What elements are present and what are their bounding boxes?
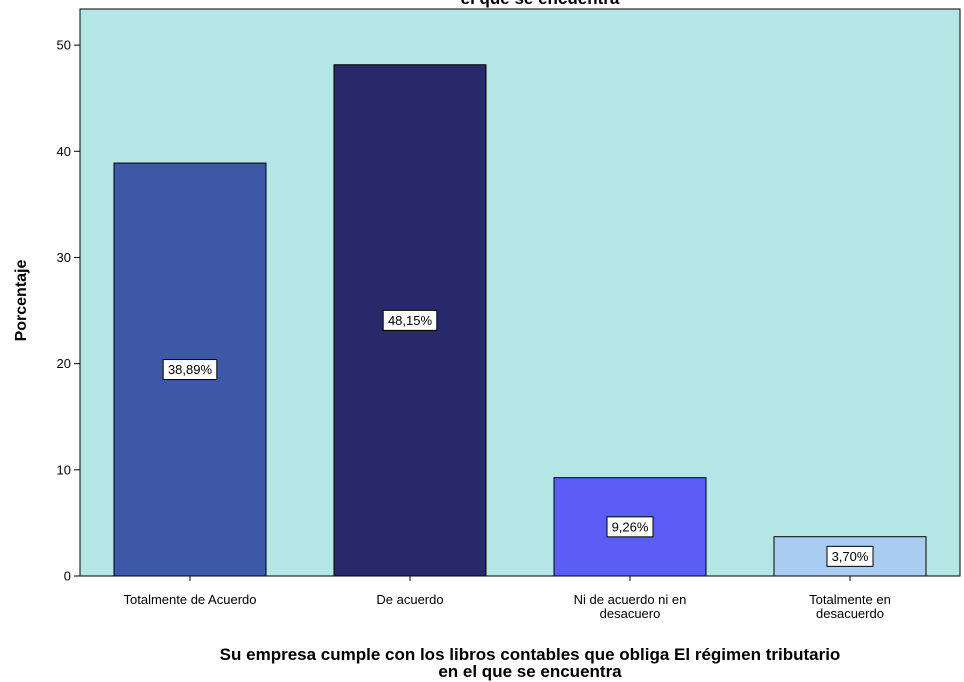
data-label-box	[606, 516, 654, 538]
y-tick-label: 50	[57, 38, 71, 53]
y-axis-label: Porcentaje	[13, 259, 30, 341]
category-label: De acuerdo	[376, 592, 443, 607]
data-label: 9,26%	[612, 519, 649, 534]
data-label-box	[826, 545, 874, 567]
y-axis: 0 10 20 30 40 50	[57, 9, 81, 584]
x-axis: Totalmente de Acuerdo De acuerdo Ni de acu…	[80, 575, 960, 621]
category-label: Ni de acuerdo ni en desacuero	[574, 592, 687, 621]
x-axis-label-text: Su empresa cumple con los libros contabl…	[220, 645, 841, 681]
y-tick-label: 0	[64, 569, 71, 584]
data-labels: 38,89% 48,15% 9,26% 3,70%	[162, 309, 874, 567]
y-tick-label: 20	[57, 356, 71, 371]
category-label: Totalmente en desacuerdo	[809, 592, 891, 621]
x-axis-label: Su empresa cumple con los libros contabl…	[220, 645, 841, 681]
category-label: Totalmente de Acuerdo	[124, 592, 257, 607]
data-label: 38,89%	[168, 362, 213, 377]
data-label: 3,70%	[832, 549, 869, 564]
y-tick-label: 30	[57, 250, 71, 265]
y-tick-label: 10	[57, 462, 71, 477]
data-label-box	[162, 359, 218, 381]
chart-title: el que se encuentra	[461, 0, 620, 8]
data-label: 48,15%	[388, 313, 433, 328]
y-tick-label: 40	[57, 144, 71, 159]
data-label-box	[382, 309, 438, 331]
